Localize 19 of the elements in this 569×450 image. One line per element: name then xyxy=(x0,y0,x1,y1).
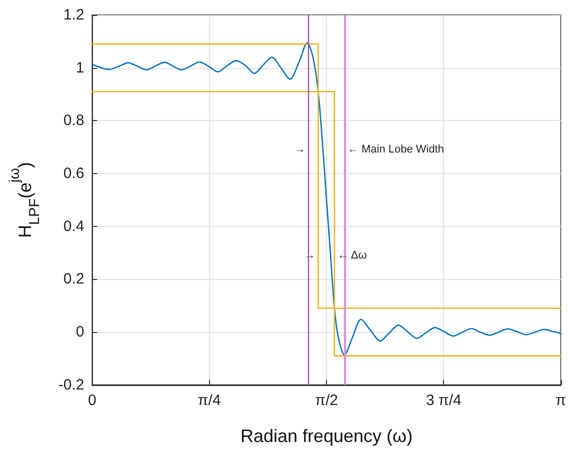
y-tick-label: 0.6 xyxy=(63,165,84,182)
x-tick-label: π/2 xyxy=(315,392,338,409)
annotation: → xyxy=(294,144,306,156)
x-tick-label: 0 xyxy=(88,392,96,409)
x-tick-label: π/4 xyxy=(198,392,221,409)
x-axis-title: Radian frequency (ω) xyxy=(240,426,413,446)
y-axis-title: HLPF(ejω) xyxy=(7,162,44,238)
y-tick-label: 1 xyxy=(76,59,84,76)
y-tick-label: 0 xyxy=(76,324,84,341)
y-tick-label: 1.2 xyxy=(63,6,84,24)
x-tick-label: 3 π/4 xyxy=(426,392,462,409)
y-tick-label: 0.8 xyxy=(63,112,84,130)
y-tick-label: 0.2 xyxy=(63,270,84,288)
y-tick-label: -0.2 xyxy=(58,376,84,394)
line-series xyxy=(92,42,562,356)
annotation: ← Δω xyxy=(337,250,368,262)
x-tick-label: π xyxy=(556,392,566,409)
annotation: ← Main Lobe Width xyxy=(347,144,444,156)
y-tick-label: 0.4 xyxy=(63,218,84,235)
